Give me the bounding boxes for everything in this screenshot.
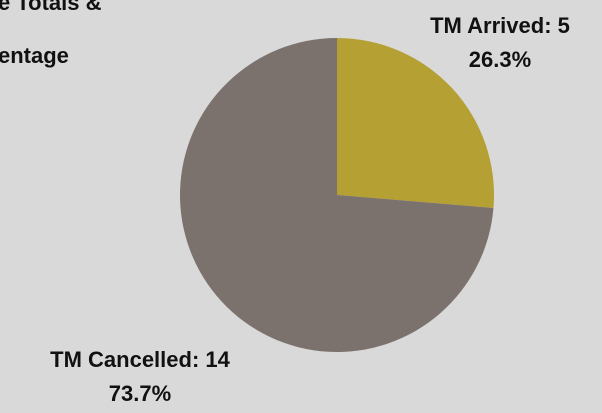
slice-label: TM Cancelled: 14 (50, 347, 230, 372)
chart-title: entage (0, 43, 69, 68)
slice-percentage: 73.7% (109, 381, 171, 406)
chart-title: e Totals & (0, 0, 102, 15)
pie-slice (180, 38, 494, 352)
slice-percentage: 26.3% (469, 47, 531, 72)
slice-label: TM Arrived: 5 (430, 13, 570, 38)
pie-slice (337, 38, 494, 208)
